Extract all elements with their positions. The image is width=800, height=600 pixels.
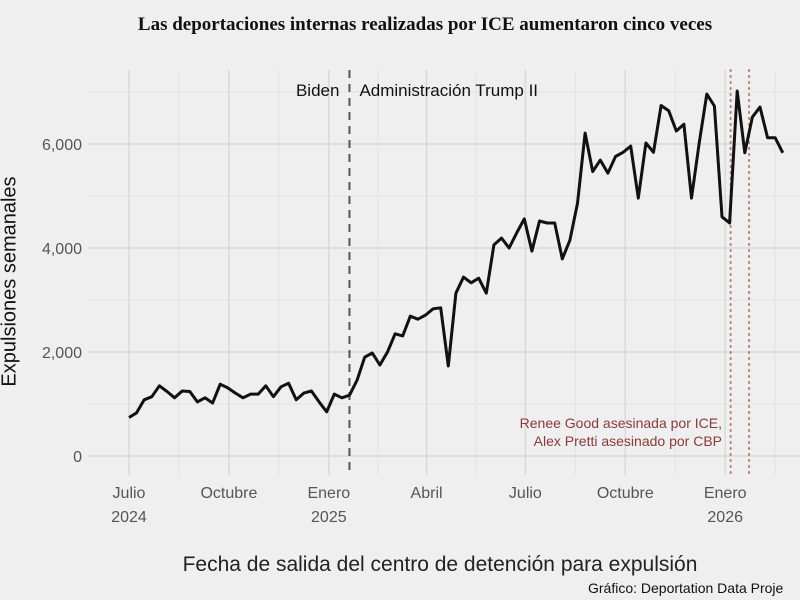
x-tick-label: Octubre <box>597 485 654 502</box>
x-tick-year: 2025 <box>311 509 347 526</box>
x-tick-label: Julio <box>113 485 146 502</box>
y-tick-label: 6,000 <box>42 137 82 154</box>
x-axis-label: Fecha de salida del centro de detención … <box>182 553 698 576</box>
x-tick-label: Octubre <box>200 485 257 502</box>
biden-label: Biden <box>296 81 339 100</box>
event-annotation-line2: Alex Pretti asesinado por CBP <box>534 433 722 449</box>
x-tick-label: Enero <box>307 485 350 502</box>
y-tick-label: 2,000 <box>42 345 82 362</box>
x-tick-year: 2024 <box>111 509 147 526</box>
trump-label: Administración Trump II <box>359 81 538 100</box>
x-tick-label: Enero <box>704 485 747 502</box>
chart-title: Las deportaciones internas realizadas po… <box>137 14 713 35</box>
series-line-weekly-removals <box>128 89 785 419</box>
y-tick-label: 4,000 <box>42 241 82 258</box>
y-tick-label: 0 <box>73 449 82 466</box>
source-credit: Gráfico: Deportation Data Proje <box>588 580 784 596</box>
x-tick-label: Abril <box>411 485 443 502</box>
x-tick-label: Julio <box>509 485 542 502</box>
event-annotation-line1: Renee Good asesinada por ICE, <box>520 415 722 431</box>
x-tick-year: 2026 <box>707 509 743 526</box>
